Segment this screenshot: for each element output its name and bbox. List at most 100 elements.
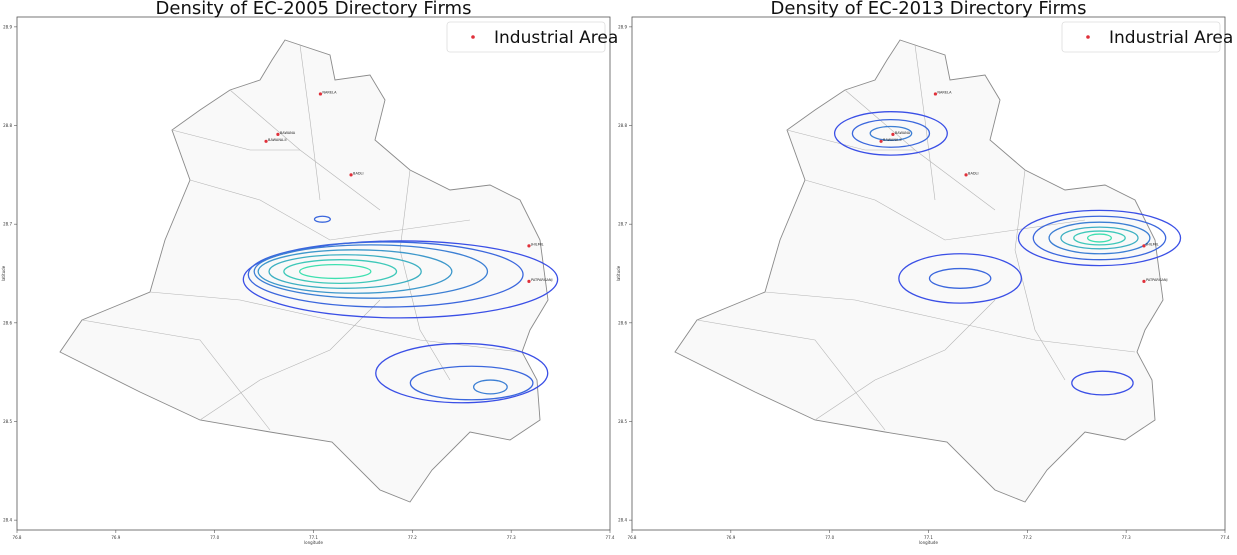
y-tick-label: 28.4 [618, 518, 627, 523]
y-tick-label: 28.8 [618, 123, 627, 128]
industrial-area-label: NARELA [322, 90, 337, 94]
y-axis-label: latitude [1, 265, 6, 281]
legend-marker [471, 35, 475, 39]
density-contour [409, 365, 534, 401]
panel-2: NARELA BAWANA BAWANA-II BADLI JHILMIL PATPARG… [616, 0, 1233, 545]
industrial-area-point [1142, 244, 1146, 248]
density-contour [1048, 221, 1151, 255]
x-tick-label: 77.3 [507, 535, 516, 540]
industrial-area-point [527, 279, 531, 283]
legend-label: Industrial Area [494, 28, 618, 48]
district-boundary [814, 299, 996, 421]
y-tick-label: 28.9 [618, 24, 627, 29]
chart-title: Density of EC-2005 Directory Firms [156, 0, 472, 19]
density-contour [375, 342, 549, 404]
industrial-area-point [318, 92, 323, 96]
legend-box [446, 21, 606, 53]
density-contour [283, 259, 398, 285]
density-contour [1017, 209, 1182, 267]
y-tick-label: 28.8 [3, 123, 12, 128]
density-contour [268, 254, 422, 289]
legend: Industrial Area [1061, 21, 1233, 53]
industrial-area-label: BAWANA [280, 131, 296, 135]
x-tick-label: 77.4 [606, 535, 615, 540]
industrial-area-point [276, 132, 280, 136]
y-tick-label: 28.6 [3, 320, 12, 325]
industrial-area-label: PATPARGANJ [1146, 278, 1168, 282]
chart-title: Density of EC-2013 Directory Firms [771, 0, 1087, 19]
y-tick-label: 28.9 [3, 24, 12, 29]
density-contour [898, 253, 1023, 304]
x-tick-label: 77.1 [924, 535, 933, 540]
district-boundary [696, 319, 886, 431]
legend-label: Industrial Area [1109, 28, 1233, 48]
x-tick-label: 76.9 [111, 535, 120, 540]
x-tick-label: 77.0 [825, 535, 834, 540]
industrial-area-point [879, 139, 883, 143]
density-contour [1071, 370, 1134, 396]
density-contour [928, 267, 992, 289]
y-tick-label: 28.5 [3, 419, 12, 424]
industrial-area-label: JHILMIL [1145, 242, 1159, 246]
density-contour [869, 125, 913, 141]
y-tick-label: 28.5 [618, 419, 627, 424]
y-tick-label: 28.4 [3, 518, 12, 523]
x-tick-label: 77.1 [309, 535, 318, 540]
density-contour [257, 249, 453, 294]
density-contour [313, 215, 331, 223]
x-axis-label: longitude [304, 540, 323, 545]
industrial-area-label: BAWANA [895, 131, 911, 135]
y-tick-label: 28.6 [618, 320, 627, 325]
legend: Industrial Area [446, 21, 618, 53]
district-boundary [764, 291, 1136, 353]
district-boundary [81, 319, 271, 431]
x-tick-label: 76.8 [628, 535, 637, 540]
district-boundary [171, 129, 300, 151]
industrial-area-point [349, 173, 353, 177]
density-contour [253, 244, 489, 299]
industrial-area-point [964, 173, 968, 177]
industrial-area-point [933, 92, 938, 96]
x-tick-label: 77.3 [1122, 535, 1131, 540]
x-tick-label: 76.8 [13, 535, 22, 540]
legend-marker [1086, 35, 1090, 39]
density-contour [833, 111, 948, 156]
density-contour [1086, 233, 1112, 243]
industrial-area-point [264, 139, 268, 143]
panel-1: NARELA BAWANA BAWANA-II BADLI JHILMIL PATPARG… [1, 0, 618, 545]
district-boundary [914, 44, 936, 201]
industrial-area-label: NARELA [937, 90, 952, 94]
density-contour [1060, 226, 1139, 250]
density-contour [851, 118, 931, 148]
x-axis-label: longitude [919, 540, 938, 545]
density-contour [299, 263, 372, 280]
industrial-area-point [891, 132, 895, 136]
density-contour [472, 379, 508, 395]
density-contour [1073, 230, 1126, 246]
y-tick-label: 28.7 [618, 222, 627, 227]
industrial-area-point [527, 244, 531, 248]
district-boundary [189, 179, 471, 241]
district-boundary [199, 299, 381, 421]
district-boundary [804, 179, 1086, 241]
x-tick-label: 77.2 [1023, 535, 1032, 540]
density-contour [1032, 215, 1167, 261]
industrial-area-label: BAWANA-II [883, 138, 902, 142]
density-contour [247, 241, 524, 308]
district-boundary [1014, 169, 1066, 381]
industrial-area-label: BADLI [968, 171, 978, 175]
x-tick-label: 77.2 [408, 535, 417, 540]
legend-box [1061, 21, 1221, 53]
district-boundary [786, 129, 915, 151]
y-tick-label: 28.7 [3, 222, 12, 227]
district-boundary [299, 44, 321, 201]
industrial-area-label: JHILMIL [530, 242, 544, 246]
x-tick-label: 77.4 [1221, 535, 1230, 540]
y-axis-label: latitude [616, 265, 621, 281]
industrial-area-label: BAWANA-II [268, 138, 287, 142]
x-tick-label: 77.0 [210, 535, 219, 540]
industrial-area-label: BADLI [353, 171, 363, 175]
industrial-area-label: PATPARGANJ [531, 278, 553, 282]
industrial-area-point [1142, 279, 1146, 283]
